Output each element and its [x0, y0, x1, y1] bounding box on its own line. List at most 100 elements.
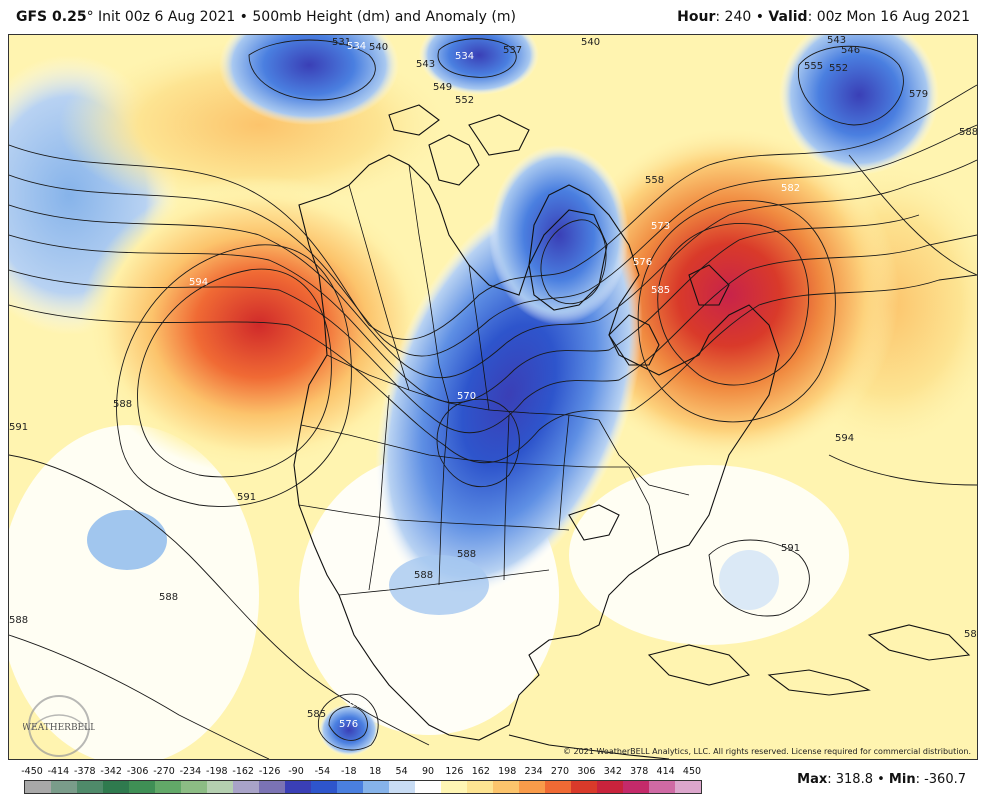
- contour-label: 591: [9, 422, 28, 433]
- colorbar-swatch: [259, 781, 285, 793]
- anomaly-colorbar: -450 -414 -378 -342 -306 -270 -234 -198 -162 -126…: [21, 766, 704, 796]
- colorbar-tick-label: 270: [550, 766, 570, 777]
- colorbar-tick-label: -162: [232, 766, 254, 777]
- colorbar-swatch: [441, 781, 467, 793]
- hour-label: Hour: [677, 9, 716, 25]
- trough-anomaly-greenland: [779, 35, 939, 175]
- contour-label: 549: [433, 82, 452, 93]
- contour-label: 588: [964, 629, 977, 640]
- colorbar-tick-label: 18: [369, 766, 382, 777]
- colorbar-tick-label: 306: [577, 766, 596, 777]
- colorbar-swatch: [103, 781, 129, 793]
- contour-label: 585: [651, 285, 670, 296]
- contour-label: 588: [9, 615, 28, 626]
- max-label: Max: [797, 772, 828, 787]
- tropical-low-anomaly: [319, 704, 379, 756]
- colorbar-swatch: [207, 781, 233, 793]
- contour-label: 540: [581, 37, 600, 48]
- max-min-stats: Max: 318.8 • Min: -360.7: [797, 772, 966, 787]
- init-description: Init 00z 6 Aug 2021 • 500mb Height (dm) …: [93, 9, 516, 25]
- colorbar-swatch: [571, 781, 597, 793]
- trough-anomaly-arctic-west: [219, 35, 399, 125]
- contour-label: 537: [503, 45, 522, 56]
- contour-label: 576: [633, 257, 652, 268]
- contour-label: 558: [645, 175, 664, 186]
- anomaly-map: 531 534 540 543 549 552 534 537 540 543 …: [9, 35, 977, 759]
- colorbar-tick-label: 90: [421, 766, 435, 777]
- colorbar-swatch: [597, 781, 623, 793]
- colorbar-swatch: [129, 781, 155, 793]
- contour-label: 552: [455, 95, 474, 106]
- colorbar-tick-label: -126: [258, 766, 281, 777]
- colorbar-swatch: [285, 781, 311, 793]
- cool-anomaly-pacific: [87, 510, 167, 570]
- min-label: Min: [888, 772, 916, 787]
- colorbar-swatch: [675, 781, 701, 793]
- contour-label: 573: [349, 699, 368, 710]
- contour-label: 579: [909, 89, 928, 100]
- colorbar-tick-label: -414: [47, 766, 70, 777]
- colorbar-swatch: [77, 781, 103, 793]
- colorbar-swatch: [311, 781, 337, 793]
- colorbar-tick-label: 378: [630, 766, 649, 777]
- contour-label: 588: [457, 549, 476, 560]
- colorbar-tick-label: -234: [179, 766, 202, 777]
- hour-value: : 240 •: [715, 9, 769, 25]
- colorbar-tick-label: 342: [603, 766, 622, 777]
- colorbar-swatch: [649, 781, 675, 793]
- valid-label: Valid: [768, 9, 808, 25]
- colorbar-tick-label: -378: [74, 766, 96, 777]
- colorbar-swatch: [25, 781, 51, 793]
- colorbar-tick-label: -270: [153, 766, 175, 777]
- colorbar-tick-label: 198: [498, 766, 517, 777]
- contour-label: 594: [835, 433, 854, 444]
- colorbar-swatch: [337, 781, 363, 793]
- contour-label: 555: [804, 61, 823, 72]
- political-borders: [298, 164, 690, 596]
- colorbar-tick-label: 126: [445, 766, 464, 777]
- colorbar-swatch: [363, 781, 389, 793]
- cool-anomaly-bermuda: [719, 550, 779, 610]
- colorbar-tick-label: 414: [656, 766, 675, 777]
- contour-label: 552: [829, 63, 848, 74]
- colorbar-swatch: [389, 781, 415, 793]
- colorbar-swatches: [24, 780, 702, 794]
- height-contours: [9, 38, 977, 759]
- contour-label: 594: [189, 277, 208, 288]
- colorbar-tick-label: -198: [206, 766, 228, 777]
- trough-anomaly-arctic-center: [419, 35, 539, 95]
- contour-label: 534: [347, 41, 366, 52]
- colorbar-tick-label: 450: [682, 766, 702, 777]
- logo-mark: WEATHERBELL: [23, 695, 95, 757]
- colorbar-swatch: [233, 781, 259, 793]
- copyright-notice: © 2021 WeatherBELL Analytics, LLC. All r…: [563, 747, 971, 756]
- colorbar-swatch: [155, 781, 181, 793]
- colorbar-tick-label: 54: [395, 766, 408, 777]
- colorbar-swatch: [51, 781, 77, 793]
- contour-label: 540: [369, 42, 388, 53]
- contour-label: 588: [113, 399, 132, 410]
- contour-label: 588: [159, 592, 178, 603]
- contour-label: 543: [416, 59, 435, 70]
- degree-symbol: °: [86, 9, 94, 25]
- colorbar-swatch: [181, 781, 207, 793]
- chart-title: GFS 0.25° Init 00z 6 Aug 2021 • 500mb He…: [16, 9, 516, 25]
- colorbar-tick-label: -306: [126, 766, 149, 777]
- colorbar-swatch: [467, 781, 493, 793]
- colorbar-tick-label: 162: [471, 766, 490, 777]
- contour-label: 588: [414, 570, 433, 581]
- colorbar-tick-label: -54: [314, 766, 331, 777]
- contour-label: 576: [339, 719, 358, 730]
- ridge-anomaly-west: [79, 175, 439, 475]
- contour-label: 591: [781, 543, 800, 554]
- contour-label: 585: [307, 709, 326, 720]
- contour-label: 534: [455, 51, 474, 62]
- valid-time: Hour: 240 • Valid: 00z Mon 16 Aug 2021: [677, 9, 970, 25]
- contour-label: 588: [959, 127, 977, 138]
- colorbar-tick-labels: -450 -414 -378 -342 -306 -270 -234 -198 -162 -126…: [21, 766, 704, 778]
- colorbar-tick-label: -90: [288, 766, 304, 777]
- contour-label: 582: [781, 183, 800, 194]
- colorbar-swatch: [623, 781, 649, 793]
- contour-label: 531: [332, 37, 351, 48]
- valid-value: : 00z Mon 16 Aug 2021: [807, 9, 970, 25]
